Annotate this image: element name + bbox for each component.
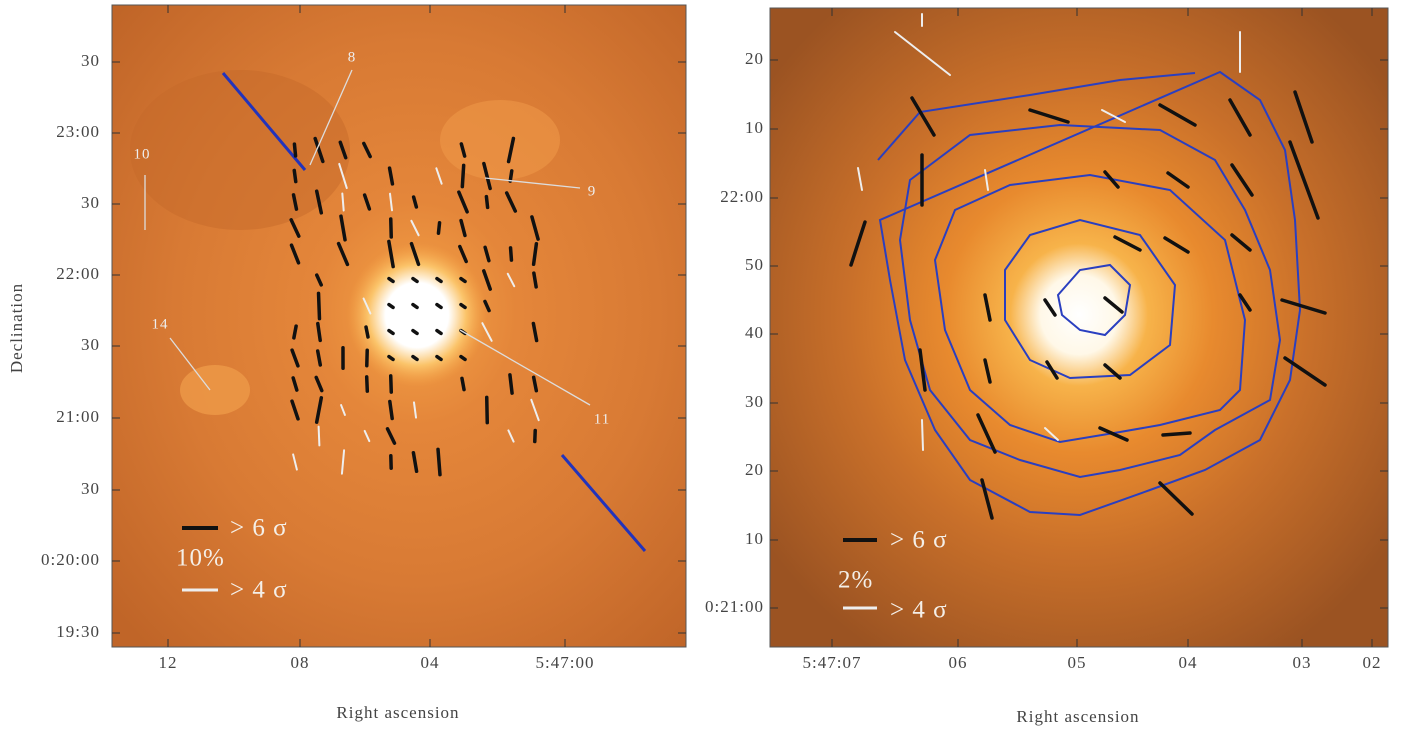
vector [294, 326, 296, 338]
y-tick-label: 20 [745, 460, 764, 479]
cloud [440, 100, 560, 180]
vector [294, 144, 295, 156]
vector [367, 377, 368, 391]
y-tick-label: 30 [81, 479, 100, 498]
vector [390, 402, 392, 419]
vector [534, 273, 536, 287]
vector [389, 279, 393, 282]
vector [437, 305, 441, 308]
vector [389, 357, 393, 360]
y-tick-label: 10 [745, 529, 764, 548]
vector [1163, 433, 1190, 435]
x-tick-label: 5:47:00 [536, 653, 595, 672]
annotation: 10 [134, 146, 151, 162]
annotation: 8 [348, 49, 357, 65]
vector [413, 305, 417, 308]
x-tick-label: 04 [1179, 653, 1198, 672]
vector [486, 197, 487, 208]
legend-label: > 6 σ [230, 515, 288, 542]
y-tick-label: 30 [81, 51, 100, 70]
vector [922, 420, 923, 450]
x-tick-label: 02 [1363, 653, 1382, 672]
vector [461, 305, 465, 308]
x-tick-label: 03 [1293, 653, 1312, 672]
x-axis-label: Right ascension [336, 703, 459, 722]
y-tick-label: 40 [745, 323, 764, 342]
vector [437, 357, 441, 360]
y-tick-label: 0:21:00 [705, 597, 764, 616]
figure: Declination Right ascension Right ascens… [0, 0, 1410, 730]
y-tick-label: 22:00 [56, 264, 100, 283]
y-tick-label: 20 [745, 49, 764, 68]
y-tick-label: 50 [745, 255, 764, 274]
x-tick-label: 12 [159, 653, 178, 672]
vector [389, 305, 393, 308]
legend-label: > 6 σ [890, 527, 948, 554]
vector [294, 170, 296, 181]
annotation: 9 [588, 183, 597, 199]
vector [391, 376, 392, 392]
legend-label: > 4 σ [230, 577, 288, 604]
x-axis-label: Right ascension [1016, 707, 1139, 726]
annotation: 14 [152, 316, 169, 332]
vector [511, 248, 512, 260]
x-tick-label: 05 [1068, 653, 1087, 672]
vector [366, 327, 368, 337]
vector [461, 357, 465, 360]
vector [461, 279, 465, 282]
y-tick-label: 0:20:00 [41, 550, 100, 569]
vector [318, 324, 320, 341]
y-tick-label: 21:00 [56, 407, 100, 426]
y-tick-label: 10 [745, 118, 764, 137]
source-14 [180, 365, 250, 415]
x-tick-label: 5:47:07 [803, 653, 862, 672]
vector [438, 449, 440, 474]
vector [462, 378, 464, 389]
vector [462, 165, 463, 186]
vector [319, 293, 320, 318]
vector [319, 427, 320, 446]
y-tick-label: 19:30 [56, 622, 100, 641]
vector [510, 171, 512, 181]
vector [413, 331, 417, 334]
vector [437, 279, 441, 282]
y-tick-label: 23:00 [56, 122, 100, 141]
y-axis-label: Declination [7, 283, 26, 373]
vector [510, 375, 512, 393]
vector [437, 331, 441, 334]
vector [438, 223, 439, 233]
y-tick-label: 22:00 [720, 187, 764, 206]
x-tick-label: 08 [291, 653, 310, 672]
x-tick-label: 06 [949, 653, 968, 672]
annotation: 11 [594, 411, 610, 427]
y-tick-label: 30 [745, 392, 764, 411]
vector [413, 279, 417, 282]
y-tick-label: 30 [81, 193, 100, 212]
vector [487, 397, 488, 422]
vector [342, 193, 343, 210]
x-tick-label: 04 [421, 653, 440, 672]
vector [413, 357, 417, 360]
legend-scale: 10% [176, 545, 225, 572]
right-image [770, 8, 1388, 647]
legend-label: > 4 σ [890, 597, 948, 624]
legend-scale: 2% [838, 567, 873, 594]
vector [389, 331, 393, 334]
y-tick-label: 30 [81, 335, 100, 354]
